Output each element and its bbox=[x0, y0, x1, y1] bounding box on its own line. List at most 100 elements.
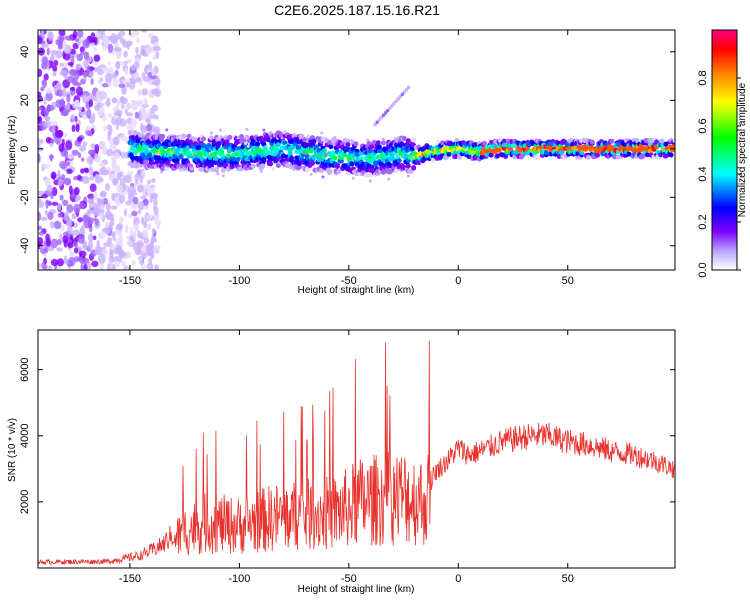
spectrogram-cell bbox=[110, 205, 118, 210]
spectrogram-cell bbox=[100, 141, 106, 149]
spectrogram-cell bbox=[273, 158, 279, 164]
spectrogram-cell bbox=[254, 141, 260, 147]
spectrogram-cell bbox=[589, 139, 595, 145]
spectrogram-cell bbox=[136, 101, 144, 108]
colorbar: 0.0 0.2 0.4 0.6 0.8 Normalized spectral ampl… bbox=[697, 29, 748, 278]
spectrogram-cell bbox=[71, 212, 77, 220]
spectrogram-cell bbox=[74, 99, 80, 108]
spectrogram-cell bbox=[40, 86, 45, 92]
spectrogram-cell bbox=[155, 221, 161, 230]
spectrogram-cell bbox=[647, 148, 653, 154]
spectrogram-cell bbox=[262, 128, 266, 132]
spectrogram-cell bbox=[376, 144, 382, 150]
spectrogram-cell bbox=[51, 201, 59, 207]
spectrogram-cell bbox=[96, 197, 102, 204]
colorbar-tick-label: 0.8 bbox=[697, 70, 709, 85]
spectrogram-cell bbox=[203, 160, 209, 166]
spectrogram-cell bbox=[517, 148, 523, 154]
spectrogram-cell bbox=[91, 36, 98, 43]
spectrogram-cell bbox=[60, 98, 65, 108]
spectrogram-cell bbox=[112, 178, 119, 186]
spectrogram-cell bbox=[128, 185, 136, 195]
spectrogram-cell bbox=[91, 260, 99, 268]
spectrogram-cell bbox=[126, 42, 130, 50]
spectrogram-cell bbox=[446, 151, 452, 157]
spectrogram-cell bbox=[60, 110, 69, 117]
spectrogram-cell bbox=[47, 104, 54, 112]
spectrogram-cell bbox=[41, 43, 50, 48]
figure-title: C2E6.2025.187.15.16.R21 bbox=[274, 2, 440, 18]
spectrogram-cell bbox=[321, 175, 325, 179]
spectrogram-cell bbox=[135, 76, 141, 83]
spectrogram-cell bbox=[65, 35, 73, 41]
spectrogram-cell bbox=[49, 120, 58, 127]
spectrogram-xtick-label: 0 bbox=[455, 275, 461, 287]
spectrogram-cell bbox=[141, 113, 148, 121]
spectrogram-cell bbox=[147, 152, 153, 158]
spectrogram-cell bbox=[102, 44, 107, 52]
spectrogram-cell bbox=[104, 183, 111, 191]
spectrogram-cell bbox=[116, 172, 122, 181]
spectrogram-cell bbox=[394, 99, 398, 104]
spectrogram-cell bbox=[101, 227, 109, 233]
spectrogram-cell bbox=[143, 98, 148, 104]
spectrogram-cell bbox=[97, 30, 106, 35]
spectrogram-cell bbox=[62, 235, 69, 244]
spectrogram-cell bbox=[66, 204, 74, 213]
spectrogram-cell bbox=[101, 34, 109, 45]
spectrogram-cell bbox=[38, 153, 41, 163]
spectrogram-cell bbox=[501, 142, 507, 148]
spectrogram-cell bbox=[345, 138, 351, 144]
spectrogram-cell bbox=[369, 144, 375, 150]
spectrogram-cell bbox=[94, 248, 100, 254]
spectrogram-cell bbox=[40, 30, 45, 38]
spectrogram-cell bbox=[53, 59, 59, 67]
spectrogram-cell bbox=[191, 136, 197, 142]
spectrogram-cell bbox=[311, 139, 317, 145]
spectrogram-cell bbox=[640, 152, 646, 158]
spectrogram-cell bbox=[208, 135, 214, 141]
spectrogram-cell bbox=[333, 135, 337, 139]
spectrogram-ytick-label: 20 bbox=[19, 94, 31, 106]
spectrogram-cell bbox=[88, 99, 94, 107]
spectrogram-cell bbox=[375, 140, 381, 146]
spectrogram-cell bbox=[96, 209, 105, 214]
spectrogram-cell bbox=[123, 60, 128, 66]
spectrogram-cell bbox=[564, 142, 570, 148]
spectrogram-cell bbox=[595, 152, 601, 158]
spectrogram-cell bbox=[411, 137, 417, 143]
spectrogram-cell bbox=[373, 122, 377, 127]
spectrogram-cell bbox=[52, 124, 56, 133]
spectrogram-cell bbox=[57, 169, 61, 178]
spectrogram-cell bbox=[98, 162, 106, 168]
spectrogram-cell bbox=[275, 163, 281, 169]
spectrogram-cell bbox=[244, 134, 250, 140]
spectrogram-cell bbox=[351, 176, 355, 180]
spectrogram-cell bbox=[87, 92, 94, 102]
snr-xtick-label: -50 bbox=[341, 573, 357, 585]
spectrogram-cell bbox=[95, 175, 102, 184]
spectrogram-cell bbox=[405, 163, 411, 169]
spectrogram-cell bbox=[160, 133, 166, 139]
spectrogram-cell bbox=[111, 97, 118, 104]
spectrogram-cell bbox=[38, 196, 42, 204]
spectrogram-cell bbox=[66, 161, 70, 167]
spectrogram-cell bbox=[115, 49, 122, 60]
spectrogram-cell bbox=[129, 120, 134, 127]
spectrogram-cell bbox=[133, 61, 140, 70]
spectrogram-cell bbox=[267, 161, 273, 167]
spectrogram-cell bbox=[82, 39, 90, 49]
spectrogram-cell bbox=[135, 47, 139, 55]
spectrogram-cell bbox=[150, 107, 154, 114]
spectrogram-cell bbox=[245, 127, 249, 131]
spectrogram-cell bbox=[63, 211, 70, 222]
spectrogram-cell bbox=[106, 213, 113, 221]
spectrogram-cell bbox=[68, 185, 73, 195]
spectrogram-cell bbox=[154, 152, 158, 156]
spectrogram-cell bbox=[156, 84, 161, 90]
spectrogram-cell bbox=[108, 125, 113, 136]
spectrogram-cell bbox=[50, 50, 58, 56]
spectrogram-cell bbox=[405, 138, 411, 144]
spectrogram-cell bbox=[79, 145, 87, 152]
spectrogram-cell bbox=[103, 66, 109, 74]
